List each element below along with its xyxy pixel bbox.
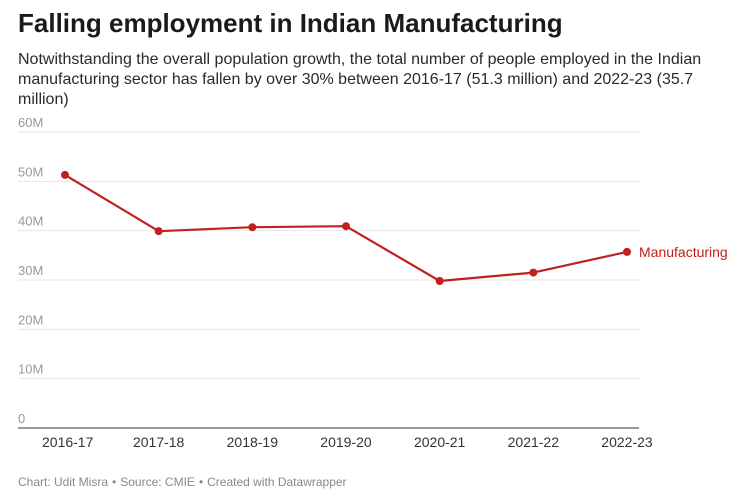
y-tick-label: 0 — [18, 411, 25, 426]
data-point — [342, 222, 350, 231]
series-label: Manufacturing — [639, 244, 728, 260]
x-tick-label: 2020-21 — [414, 434, 466, 450]
chart-credit: Chart: Udit Misra — [18, 475, 109, 489]
y-tick-label: 60M — [18, 115, 43, 130]
series-manufacturing: Manufacturing — [61, 170, 728, 285]
x-tick-label: 2021-22 — [508, 434, 560, 450]
created-with-credit: Created with Datawrapper — [207, 475, 347, 489]
y-axis-ticks: 0 10M 20M 30M 40M 50M 60M — [18, 115, 43, 426]
y-tick-label: 50M — [18, 164, 43, 179]
source-credit: Source: CMIE — [120, 475, 195, 489]
data-point — [154, 227, 163, 236]
x-tick-label: 2018-19 — [227, 434, 279, 450]
footer-separator: • — [198, 475, 204, 489]
x-tick-label: 2022-23 — [601, 434, 653, 450]
grid-lines — [18, 131, 639, 380]
y-tick-label: 40M — [18, 214, 43, 229]
chart-title: Falling employment in Indian Manufacturi… — [18, 8, 563, 38]
data-point — [61, 170, 69, 179]
data-point — [623, 247, 631, 256]
data-point — [529, 268, 538, 277]
x-tick-label: 2019-20 — [320, 434, 372, 450]
y-tick-label: 10M — [18, 362, 43, 377]
x-tick-label: 2017-18 — [133, 434, 185, 450]
x-axis-ticks: 2016-17 2017-18 2018-19 2019-20 2020-21 2021-… — [42, 434, 653, 450]
data-point — [248, 223, 257, 232]
chart-footer: Chart: Udit Misra • Source: CMIE • Created w… — [18, 475, 347, 489]
footer-separator: • — [112, 475, 117, 489]
y-tick-label: 30M — [18, 263, 43, 278]
x-tick-label: 2016-17 — [42, 434, 94, 450]
y-tick-label: 20M — [18, 312, 43, 327]
chart-subtitle: Notwithstanding the overall population g… — [18, 51, 702, 108]
data-point — [435, 276, 444, 285]
